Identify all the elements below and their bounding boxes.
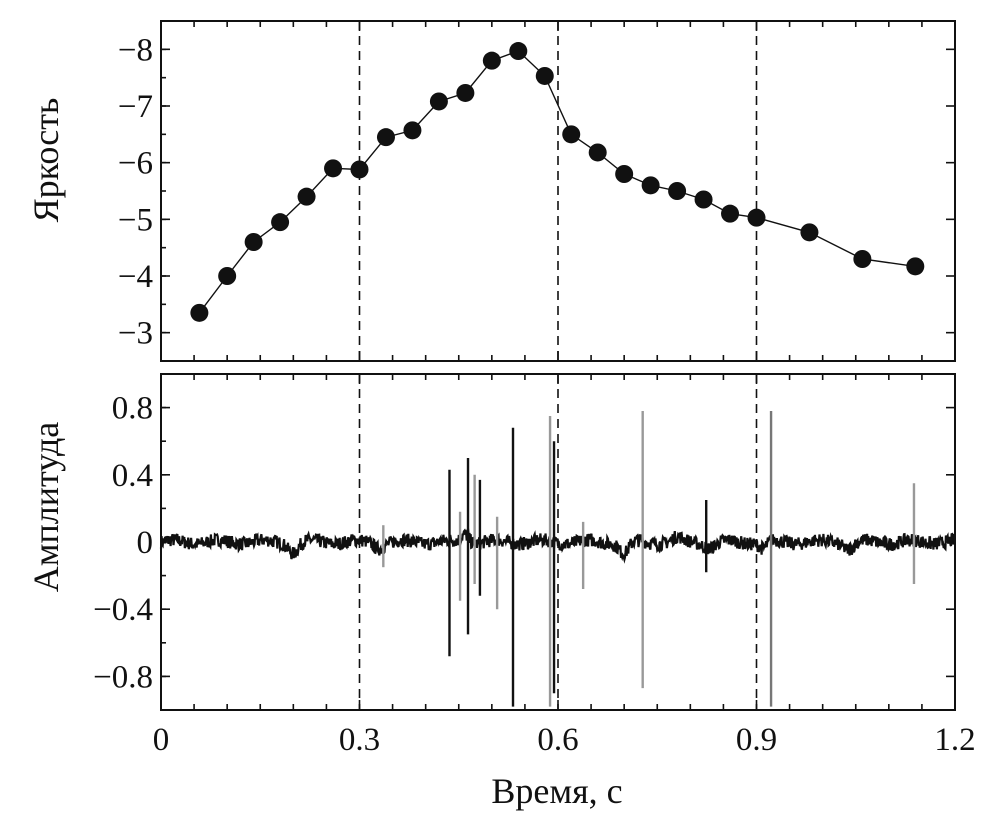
brightness-point-4 bbox=[297, 187, 316, 206]
top-ytick-label-1: −7 bbox=[118, 89, 153, 125]
brightness-point-24 bbox=[906, 257, 925, 276]
bottom-ytick-label-1: 0.4 bbox=[112, 458, 153, 494]
brightness-point-10 bbox=[456, 83, 475, 102]
brightness-point-17 bbox=[641, 176, 660, 195]
bottom-ytick-label-4: −0.8 bbox=[93, 659, 153, 695]
bottom-y-axis-title: Амплитуда bbox=[26, 422, 66, 593]
top-ytick-label-3: −5 bbox=[118, 202, 153, 238]
brightness-point-19 bbox=[694, 190, 713, 209]
bottom-panel-frame bbox=[160, 373, 956, 711]
brightness-point-21 bbox=[747, 208, 766, 227]
brightness-point-12 bbox=[509, 42, 528, 61]
top-ytick-label-5: −3 bbox=[118, 316, 153, 352]
brightness-point-2 bbox=[244, 233, 263, 251]
brightness-point-9 bbox=[429, 92, 448, 111]
top-y-axis-title: Яркость bbox=[26, 98, 66, 223]
brightness-point-20 bbox=[721, 204, 740, 223]
brightness-point-18 bbox=[668, 182, 687, 200]
brightness-point-7 bbox=[376, 128, 395, 147]
top-ytick-label-2: −6 bbox=[118, 146, 153, 182]
brightness-point-0 bbox=[190, 303, 209, 322]
xtick-label-0: 0 bbox=[153, 722, 170, 758]
brightness-point-3 bbox=[271, 213, 290, 232]
bottom-panel: 0.80.40−0.4−0.80 0.3 0.6 0.9 1.2 bbox=[93, 373, 976, 758]
brightness-point-14 bbox=[562, 125, 581, 144]
bottom-ytick-label-2: 0 bbox=[137, 525, 154, 561]
top-ytick-label-4: −4 bbox=[118, 259, 153, 295]
xtick-label-3: 0.9 bbox=[736, 722, 777, 758]
brightness-point-13 bbox=[535, 66, 554, 85]
xtick-label-4: 1.2 bbox=[934, 722, 975, 758]
brightness-point-22 bbox=[800, 223, 819, 242]
brightness-point-23 bbox=[853, 250, 872, 268]
top-panel: −8 −7 −6 −5 −4 −3 bbox=[118, 20, 956, 362]
brightness-point-15 bbox=[588, 143, 607, 162]
xtick-label-1: 0.3 bbox=[339, 722, 380, 758]
xtick-label-2: 0.6 bbox=[537, 722, 578, 758]
bottom-ytick-label-3: −0.4 bbox=[93, 592, 153, 628]
brightness-point-8 bbox=[403, 121, 422, 140]
brightness-point-11 bbox=[482, 51, 501, 70]
brightness-point-1 bbox=[218, 267, 237, 285]
brightness-series-line bbox=[198, 50, 916, 314]
brightness-point-5 bbox=[324, 159, 343, 178]
brightness-point-16 bbox=[615, 165, 634, 183]
bottom-ytick-label-0: 0.8 bbox=[112, 391, 153, 427]
brightness-point-6 bbox=[350, 160, 369, 179]
top-ytick-label-0: −8 bbox=[118, 32, 153, 68]
amplitude-signal bbox=[159, 528, 956, 564]
x-axis-title: Время, с bbox=[491, 771, 622, 811]
top-panel-frame bbox=[160, 20, 956, 362]
